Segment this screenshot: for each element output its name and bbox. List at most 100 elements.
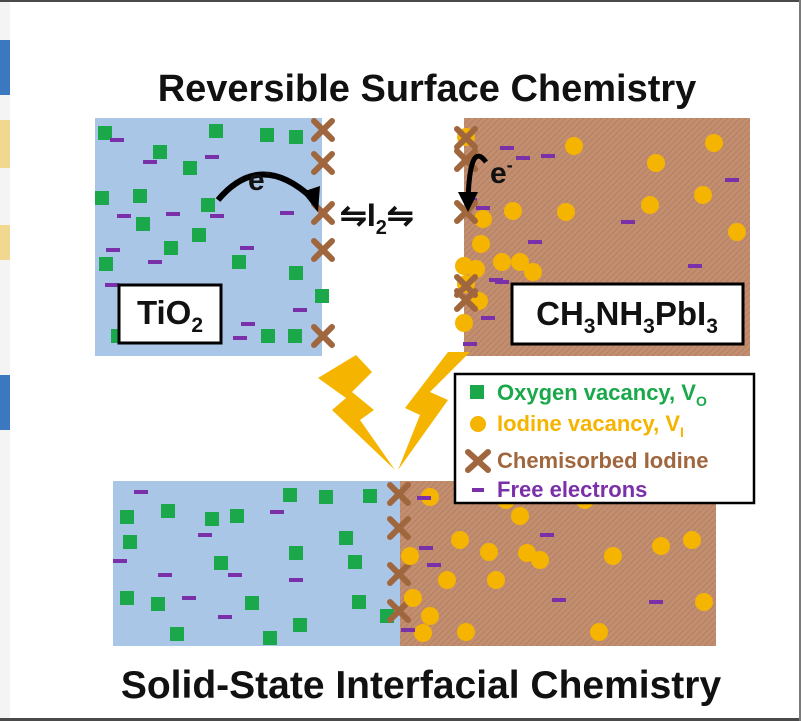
- free-electron-marker: [228, 573, 242, 577]
- oxygen-vacancy-marker: [209, 124, 223, 138]
- iodine-vacancy-marker: [511, 253, 529, 271]
- oxygen-vacancy-marker: [363, 489, 377, 503]
- oxygen-vacancy-marker: [283, 488, 297, 502]
- iodine-vacancy-marker: [474, 210, 492, 228]
- oxygen-vacancy-marker: [161, 504, 175, 518]
- oxygen-vacancy-marker: [232, 255, 246, 269]
- free-electron-marker: [417, 496, 431, 500]
- window-frame-right: [799, 0, 801, 721]
- legend-item-iodine-vacancy: Iodine vacancy, VI: [497, 411, 684, 440]
- oxygen-vacancy-marker: [183, 161, 197, 175]
- chemisorbed-iodine-marker: [387, 482, 411, 506]
- tio2-label: TiO2: [137, 294, 203, 337]
- oxygen-vacancy-marker: [230, 509, 244, 523]
- oxygen-vacancy-marker: [136, 217, 150, 231]
- window-frame-bottom: [0, 718, 801, 721]
- free-electron-marker: [218, 615, 232, 619]
- iodine-vacancy-marker: [455, 257, 473, 275]
- electron-label-left: e-: [248, 162, 271, 197]
- window-frame-top: [0, 0, 801, 2]
- free-electron-marker: [134, 490, 148, 494]
- iodine-vacancy-marker: [590, 623, 608, 641]
- free-electron-marker: [113, 559, 127, 563]
- chemisorbed-iodine-marker: [387, 599, 411, 623]
- chemisorbed-iodine-marker: [311, 238, 335, 262]
- chemisorbed-iodine-marker: [311, 324, 335, 348]
- oxygen-vacancy-marker: [95, 191, 109, 205]
- electron-label-right: e-: [490, 155, 513, 190]
- legend-oxygen-vacancy-marker: [470, 385, 484, 399]
- oxygen-vacancy-marker: [352, 595, 366, 609]
- electron-arrow-right-head: [458, 192, 478, 212]
- free-electron-marker: [166, 212, 180, 216]
- oxygen-vacancy-marker: [263, 631, 277, 645]
- oxygen-vacancy-marker: [319, 490, 333, 504]
- iodine-vacancy-marker: [565, 137, 583, 155]
- iodine-vacancy-marker: [404, 589, 422, 607]
- free-electron-marker: [198, 533, 212, 537]
- free-electron-marker: [419, 546, 433, 550]
- free-electron-marker: [401, 628, 415, 632]
- lightning-bolt-left: [318, 355, 395, 470]
- iodine-vacancy-marker: [472, 235, 490, 253]
- legend-item-free-electrons: Free electrons: [497, 477, 647, 502]
- free-electron-marker: [210, 214, 224, 218]
- free-electron-marker: [205, 155, 219, 159]
- legend-iodine-cross-marker: [465, 449, 491, 473]
- electron-arrow-right: [465, 153, 489, 201]
- electron-arrow-left: [215, 171, 315, 202]
- iodine-vacancy-marker: [647, 154, 665, 172]
- iodine-vacancy-marker: [401, 547, 419, 565]
- oxygen-vacancy-marker: [120, 510, 134, 524]
- free-electron-marker: [649, 600, 663, 604]
- iodine-vacancy-marker: [493, 253, 511, 271]
- chemisorbed-iodine-marker: [454, 126, 478, 150]
- oxygen-vacancy-marker: [261, 329, 275, 343]
- equilibrium-label: ⇋I2⇋: [340, 197, 414, 239]
- chemisorbed-iodine-marker: [454, 200, 478, 224]
- free-electron-marker: [106, 248, 120, 252]
- free-electron-marker: [495, 280, 509, 284]
- free-electron-marker: [233, 336, 247, 340]
- free-electron-marker: [688, 264, 702, 268]
- free-electron-marker: [500, 146, 514, 150]
- iodine-vacancy-marker: [728, 223, 746, 241]
- oxygen-vacancy-marker: [289, 266, 303, 280]
- iodine-vacancy-marker: [438, 571, 456, 589]
- oxygen-vacancy-marker: [245, 596, 259, 610]
- iodine-vacancy-marker: [487, 571, 505, 589]
- iodine-vacancy-marker: [414, 624, 432, 642]
- oxygen-vacancy-marker: [98, 126, 112, 140]
- iodine-vacancy-marker: [511, 507, 529, 525]
- oxygen-vacancy-marker: [339, 531, 353, 545]
- oxygen-vacancy-marker: [192, 228, 206, 242]
- free-electron-marker: [143, 160, 157, 164]
- free-electron-marker: [528, 240, 542, 244]
- free-electron-marker: [621, 220, 635, 224]
- free-electron-marker: [540, 533, 554, 537]
- free-electron-marker: [158, 573, 172, 577]
- oxygen-vacancy-marker: [293, 618, 307, 632]
- iodine-vacancy-marker: [641, 196, 659, 214]
- iodine-vacancy-marker: [694, 186, 712, 204]
- legend-box: [453, 372, 756, 505]
- iodine-vacancy-marker: [557, 203, 575, 221]
- chemisorbed-iodine-marker: [387, 516, 411, 540]
- chemisorbed-iodine-marker: [387, 562, 411, 586]
- oxygen-vacancy-marker: [348, 555, 362, 569]
- iodine-vacancy-marker: [695, 593, 713, 611]
- free-electron-marker: [182, 596, 196, 600]
- left-window-strip: [0, 0, 10, 721]
- free-electron-marker: [541, 154, 555, 158]
- iodine-vacancy-marker: [683, 531, 701, 549]
- chemisorbed-iodine-marker: [311, 151, 335, 175]
- free-electron-marker: [289, 578, 303, 582]
- free-electron-marker: [725, 178, 739, 182]
- strip-yellow-bar-2: [0, 225, 10, 260]
- legend-electron-marker: [472, 488, 484, 492]
- free-electron-marker: [110, 138, 124, 142]
- tio2-label-box: [117, 283, 223, 345]
- electron-arrow-left-head: [302, 186, 320, 212]
- free-electron-marker: [240, 246, 254, 250]
